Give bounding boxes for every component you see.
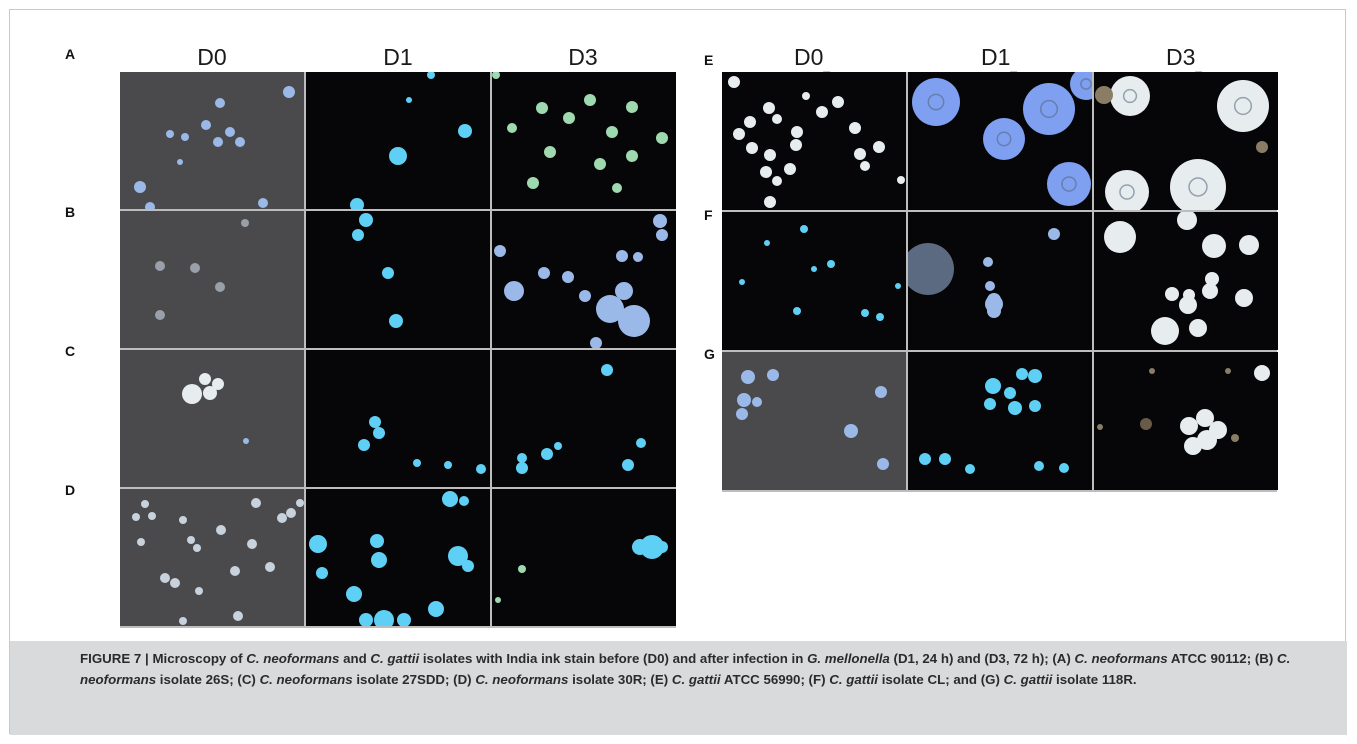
row-label-e: E xyxy=(704,52,714,68)
row-label-a: A xyxy=(65,46,76,62)
micrograph-b-d3 xyxy=(492,211,676,348)
micrograph-c-d3 xyxy=(492,350,676,487)
micrograph-d-d0 xyxy=(120,489,304,626)
row-label-f: F xyxy=(704,207,713,223)
right-col-label-d0: D0_ xyxy=(793,44,831,73)
row-label-d: D xyxy=(65,482,76,498)
row-label-g: G xyxy=(704,346,715,362)
left-panel: D0 D1 D3 A B C D xyxy=(10,10,710,630)
micrograph-e-d0 xyxy=(722,72,906,210)
left-image-grid xyxy=(120,72,676,628)
figure-frame: D0 D1 D3 A B C D D0_ D1_ D3_ E F G FIGUR… xyxy=(9,9,1347,735)
right-image-grid xyxy=(722,72,1278,492)
left-col-label-d1: D1 xyxy=(383,44,413,70)
row-label-b: B xyxy=(65,204,76,220)
right-col-label-d3: D3_ xyxy=(1165,44,1203,73)
micrograph-d-d1 xyxy=(306,489,490,626)
right-panel: D0_ D1_ D3_ E F G xyxy=(700,10,1340,510)
caption-label: FIGURE 7 | xyxy=(80,651,153,666)
micrograph-b-d1 xyxy=(306,211,490,348)
micrograph-d-d3 xyxy=(492,489,676,626)
micrograph-g-d3 xyxy=(1094,352,1278,490)
left-col-label-d0: D0 xyxy=(197,44,227,70)
micrograph-c-d0 xyxy=(120,350,304,487)
micrograph-g-d0 xyxy=(722,352,906,490)
figure-caption: FIGURE 7 | Microscopy of C. neoformans a… xyxy=(10,641,1347,735)
left-col-label-d3: D3 xyxy=(568,44,598,70)
micrograph-g-d1 xyxy=(908,352,1092,490)
micrograph-f-d3 xyxy=(1094,212,1278,350)
micrograph-f-d1 xyxy=(908,212,1092,350)
micrograph-e-d1 xyxy=(908,72,1092,210)
right-col-label-d1: D1_ xyxy=(980,44,1018,73)
micrograph-c-d1 xyxy=(306,350,490,487)
micrograph-a-d1 xyxy=(306,72,490,209)
micrograph-e-d3 xyxy=(1094,72,1278,210)
micrograph-a-d3 xyxy=(492,72,676,209)
micrograph-a-d0 xyxy=(120,72,304,209)
row-label-c: C xyxy=(65,343,76,359)
micrograph-f-d0 xyxy=(722,212,906,350)
micrograph-b-d0 xyxy=(120,211,304,348)
